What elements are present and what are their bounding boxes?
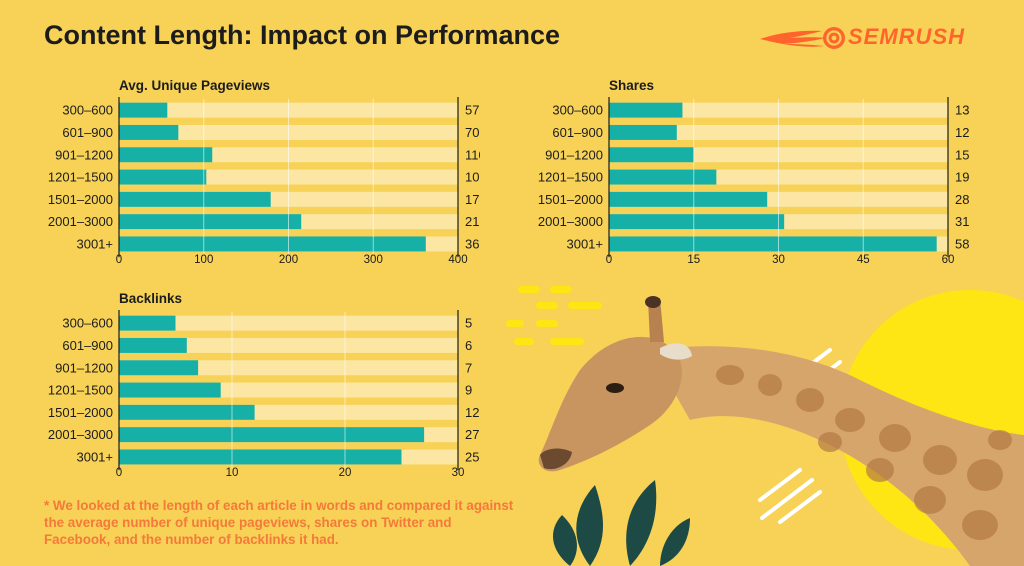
backlinks-track-0 [119, 315, 458, 331]
fireball-icon [760, 27, 845, 49]
shares-bar-5 [609, 214, 785, 230]
pageviews-category-label-3: 1201–1500 [48, 170, 113, 185]
shares-chart: Shares300–600601–900901–12001201–1500150… [538, 78, 970, 266]
pageviews-value-label-1: 70 [465, 125, 479, 140]
shares-tick-label-3: 45 [857, 254, 870, 266]
shares-value-label-0: 13 [955, 103, 969, 118]
backlinks-category-label-1: 601–900 [62, 338, 113, 353]
pageviews-value-label-0: 57 [465, 103, 479, 118]
shares-value-label-4: 28 [955, 192, 969, 207]
pageviews-category-label-1: 601–900 [62, 125, 113, 140]
pageviews-value-label-6: 362 [465, 236, 480, 251]
shares-category-label-6: 3001+ [566, 236, 603, 251]
backlinks-bar-6 [119, 449, 402, 465]
backlinks-category-label-6: 3001+ [76, 449, 113, 464]
shares-value-label-6: 58 [955, 236, 969, 251]
shares-value-label-1: 12 [955, 125, 969, 140]
shares-tick-label-1: 15 [687, 254, 700, 266]
shares-tick-label-0: 0 [606, 254, 612, 266]
backlinks-tick-label-1: 10 [226, 467, 239, 479]
pageviews-bar-3 [119, 169, 207, 185]
shares-bar-0 [609, 102, 683, 118]
pageviews-bar-4 [119, 191, 271, 207]
pageviews-value-label-3: 103 [465, 170, 480, 185]
pageviews-bar-5 [119, 214, 302, 230]
backlinks-track-2 [119, 360, 458, 376]
page-title: Content Length: Impact on Performance [44, 20, 561, 50]
pageviews-value-label-2: 110 [465, 147, 480, 162]
brand-name: SEMRUSH [848, 24, 966, 49]
pageviews-tick-label-3: 300 [364, 254, 383, 266]
pageviews-category-label-5: 2001–3000 [48, 214, 113, 229]
pageviews-value-label-5: 215 [465, 214, 480, 229]
backlinks-chart: Backlinks 300–600 601–900 901–1200 1201–1500… [48, 291, 480, 479]
pageviews-chart-title: Avg. Unique Pageviews [119, 78, 270, 93]
shares-chart-title: Shares [609, 78, 654, 93]
pageviews-bar-1 [119, 124, 179, 140]
pageviews-category-label-2: 901–1200 [55, 147, 113, 162]
shares-bar-1 [609, 124, 677, 140]
pageviews-bar-0 [119, 102, 168, 118]
backlinks-bar-1 [119, 337, 187, 353]
shares-category-label-4: 1501–2000 [538, 192, 603, 207]
backlinks-bar-4 [119, 404, 255, 420]
pageviews-category-label-0: 300–600 [62, 103, 113, 118]
backlinks-value-label-4: 12 [465, 405, 479, 420]
backlinks-tick-label-3: 30 [452, 467, 465, 479]
shares-bar-6 [609, 236, 937, 252]
backlinks-track-1 [119, 337, 458, 353]
pageviews-bar-2 [119, 147, 213, 163]
shares-bar-3 [609, 169, 717, 185]
backlinks-category-label-2: 901–1200 [55, 360, 113, 375]
backlinks-tick-label-0: 0 [116, 467, 122, 479]
pageviews-tick-label-1: 100 [194, 254, 213, 266]
giraffe-illustration [506, 286, 1024, 566]
backlinks-category-label-4: 1501–2000 [48, 405, 113, 420]
shares-value-label-2: 15 [955, 147, 969, 162]
pageviews-value-label-4: 179 [465, 192, 480, 207]
shares-category-label-5: 2001–3000 [538, 214, 603, 229]
shares-category-label-3: 1201–1500 [538, 170, 603, 185]
backlinks-category-label-3: 1201–1500 [48, 383, 113, 398]
pageviews-tick-label-2: 200 [279, 254, 298, 266]
footnote: * We looked at the length of each articl… [44, 498, 514, 547]
shares-value-label-3: 19 [955, 170, 969, 185]
brand-logo: SEMRUSH [760, 22, 990, 56]
backlinks-chart-title: Backlinks [119, 291, 182, 306]
backlinks-bar-2 [119, 360, 199, 376]
backlinks-tick-label-2: 20 [339, 467, 352, 479]
shares-tick-label-4: 60 [942, 254, 955, 266]
shares-bar-4 [609, 191, 768, 207]
backlinks-value-label-6: 25 [465, 449, 479, 464]
backlinks-bar-3 [119, 382, 221, 398]
backlinks-bar-0 [119, 315, 176, 331]
shares-category-label-2: 901–1200 [545, 147, 603, 162]
shares-category-label-1: 601–900 [552, 125, 603, 140]
shares-tick-label-2: 30 [772, 254, 785, 266]
pageviews-category-label-6: 3001+ [76, 236, 113, 251]
pageviews-tick-label-4: 400 [448, 254, 467, 266]
backlinks-value-label-5: 27 [465, 427, 479, 442]
shares-bar-2 [609, 147, 694, 163]
pageviews-chart: Avg. Unique Pageviews 300–600 601–900 901–1… [48, 78, 480, 266]
backlinks-category-label-5: 2001–3000 [48, 427, 113, 442]
backlinks-value-label-3: 9 [465, 383, 472, 398]
pageviews-bar-6 [119, 236, 426, 252]
backlinks-category-label-0: 300–600 [62, 316, 113, 331]
backlinks-value-label-0: 5 [465, 316, 472, 331]
backlinks-value-label-1: 6 [465, 338, 472, 353]
shares-value-label-5: 31 [955, 214, 969, 229]
backlinks-value-label-2: 7 [465, 360, 472, 375]
shares-category-label-0: 300–600 [552, 103, 603, 118]
pageviews-category-label-4: 1501–2000 [48, 192, 113, 207]
backlinks-bar-5 [119, 427, 425, 443]
pageviews-tick-label-0: 0 [116, 254, 122, 266]
